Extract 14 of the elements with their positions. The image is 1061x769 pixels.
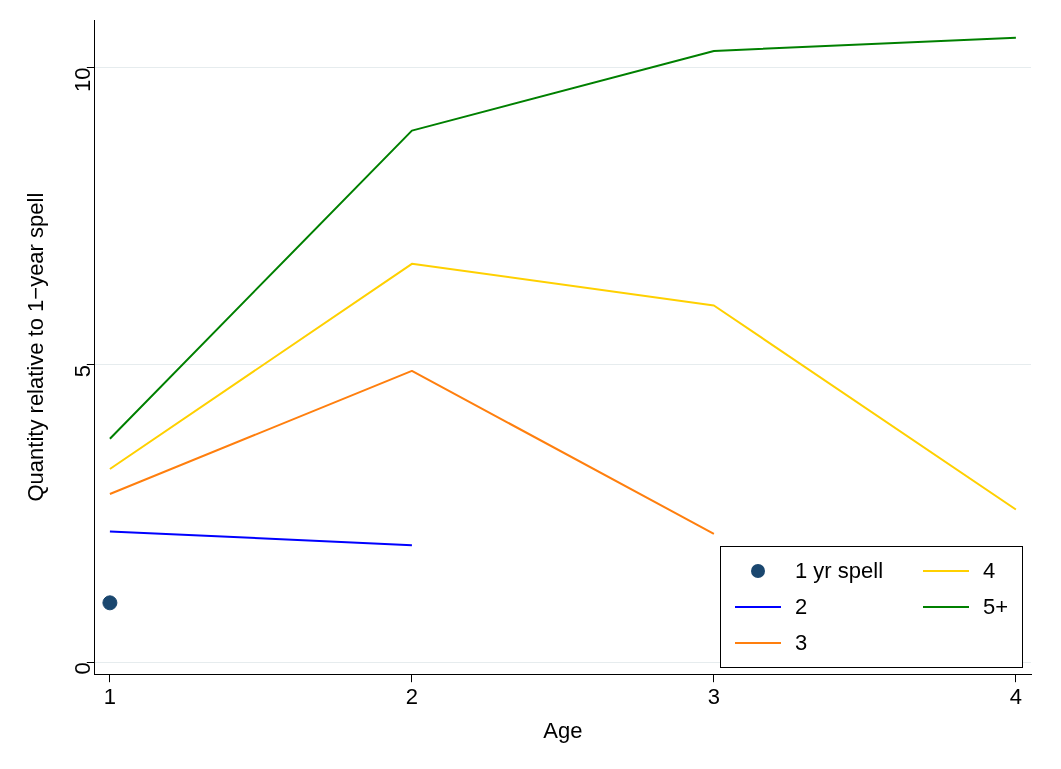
legend-label: 1 yr spell [795,558,884,585]
x-tick-label: 1 [103,684,117,710]
y-tick-label: 10 [69,67,95,93]
y-tick-label: 5 [69,364,95,378]
x-tick-label: 4 [1009,684,1023,710]
legend-label: 2 [795,594,808,621]
x-tick-label: 3 [707,684,721,710]
x-tick-label: 2 [405,684,419,710]
y-axis-title: Quantity relative to 1−year spell [23,192,49,502]
legend-label: 5+ [983,594,1009,621]
x-axis-title: Age [543,717,583,743]
legend-label: 4 [983,558,996,585]
legend-label: 3 [795,630,808,657]
y-tick-label: 0 [69,662,95,675]
